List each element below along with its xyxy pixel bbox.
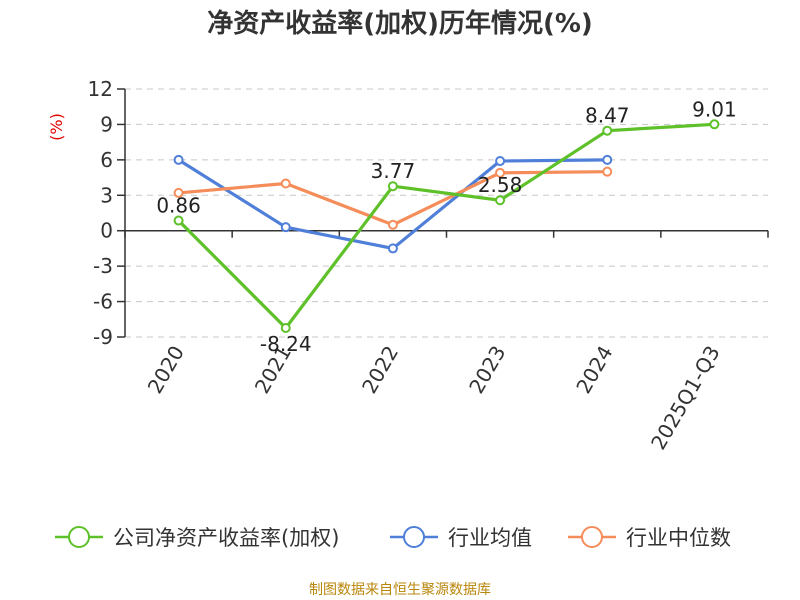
data-point xyxy=(280,178,291,189)
data-point xyxy=(387,181,398,192)
y-tick-label: 0 xyxy=(100,219,113,243)
legend-marker xyxy=(403,526,425,548)
data-point xyxy=(387,243,398,254)
legend-marker xyxy=(68,526,90,548)
y-axis: 12 9 6 3 0 -3 -6 -9 xyxy=(88,77,126,349)
series-line xyxy=(177,122,715,330)
x-tick-label: 2025Q1-Q3 xyxy=(646,342,725,454)
data-point xyxy=(387,219,398,230)
y-tick-label: 3 xyxy=(100,183,113,207)
data-point xyxy=(280,222,291,233)
y-tick-label: 6 xyxy=(100,148,113,172)
legend-marker xyxy=(581,526,603,548)
y-axis-unit-label: (%) xyxy=(47,113,66,141)
data-point xyxy=(495,156,506,167)
legend: 公司净资产收益率(加权) 行业均值 行业中位数 xyxy=(55,526,731,550)
data-point xyxy=(495,167,506,178)
data-point xyxy=(602,166,613,177)
data-label: -8.24 xyxy=(260,332,312,356)
data-label: 9.01 xyxy=(692,97,737,121)
data-point xyxy=(602,125,613,136)
legend-item: 行业均值 xyxy=(390,526,532,550)
data-point xyxy=(173,187,184,198)
chart-title: 净资产收益率(加权)历年情况(%) xyxy=(207,8,593,39)
legend-label: 公司净资产收益率(加权) xyxy=(113,526,339,550)
data-label: 8.47 xyxy=(585,104,630,128)
data-point xyxy=(280,323,291,334)
data-point xyxy=(173,154,184,165)
x-tick-label: 2024 xyxy=(571,342,617,398)
data-labels: 0.86 -8.24 3.77 2.58 8.47 9.01 xyxy=(156,97,736,356)
x-tick-label: 2022 xyxy=(357,342,403,398)
y-tick-label: 12 xyxy=(88,77,113,101)
y-tick-label: -9 xyxy=(93,325,113,349)
grid-lines xyxy=(125,88,768,338)
data-point xyxy=(602,154,613,165)
y-tick-label: -3 xyxy=(93,254,113,278)
data-point xyxy=(173,215,184,226)
data-label: 2.58 xyxy=(478,173,523,197)
series-group xyxy=(173,119,720,334)
source-note: 制图数据来自恒生聚源数据库 xyxy=(309,582,491,598)
legend-label: 行业中位数 xyxy=(626,526,731,550)
y-tick-label: 9 xyxy=(100,112,113,136)
legend-item: 行业中位数 xyxy=(568,526,731,550)
legend-label: 行业均值 xyxy=(448,526,532,550)
data-label: 0.86 xyxy=(156,194,201,218)
data-label: 3.77 xyxy=(371,159,416,183)
x-tick-label: 2020 xyxy=(143,342,189,398)
y-tick-label: -6 xyxy=(93,290,113,314)
x-tick-label: 2023 xyxy=(464,342,510,398)
data-point xyxy=(709,119,720,130)
data-point xyxy=(495,195,506,206)
legend-item: 公司净资产收益率(加权) xyxy=(55,526,339,550)
